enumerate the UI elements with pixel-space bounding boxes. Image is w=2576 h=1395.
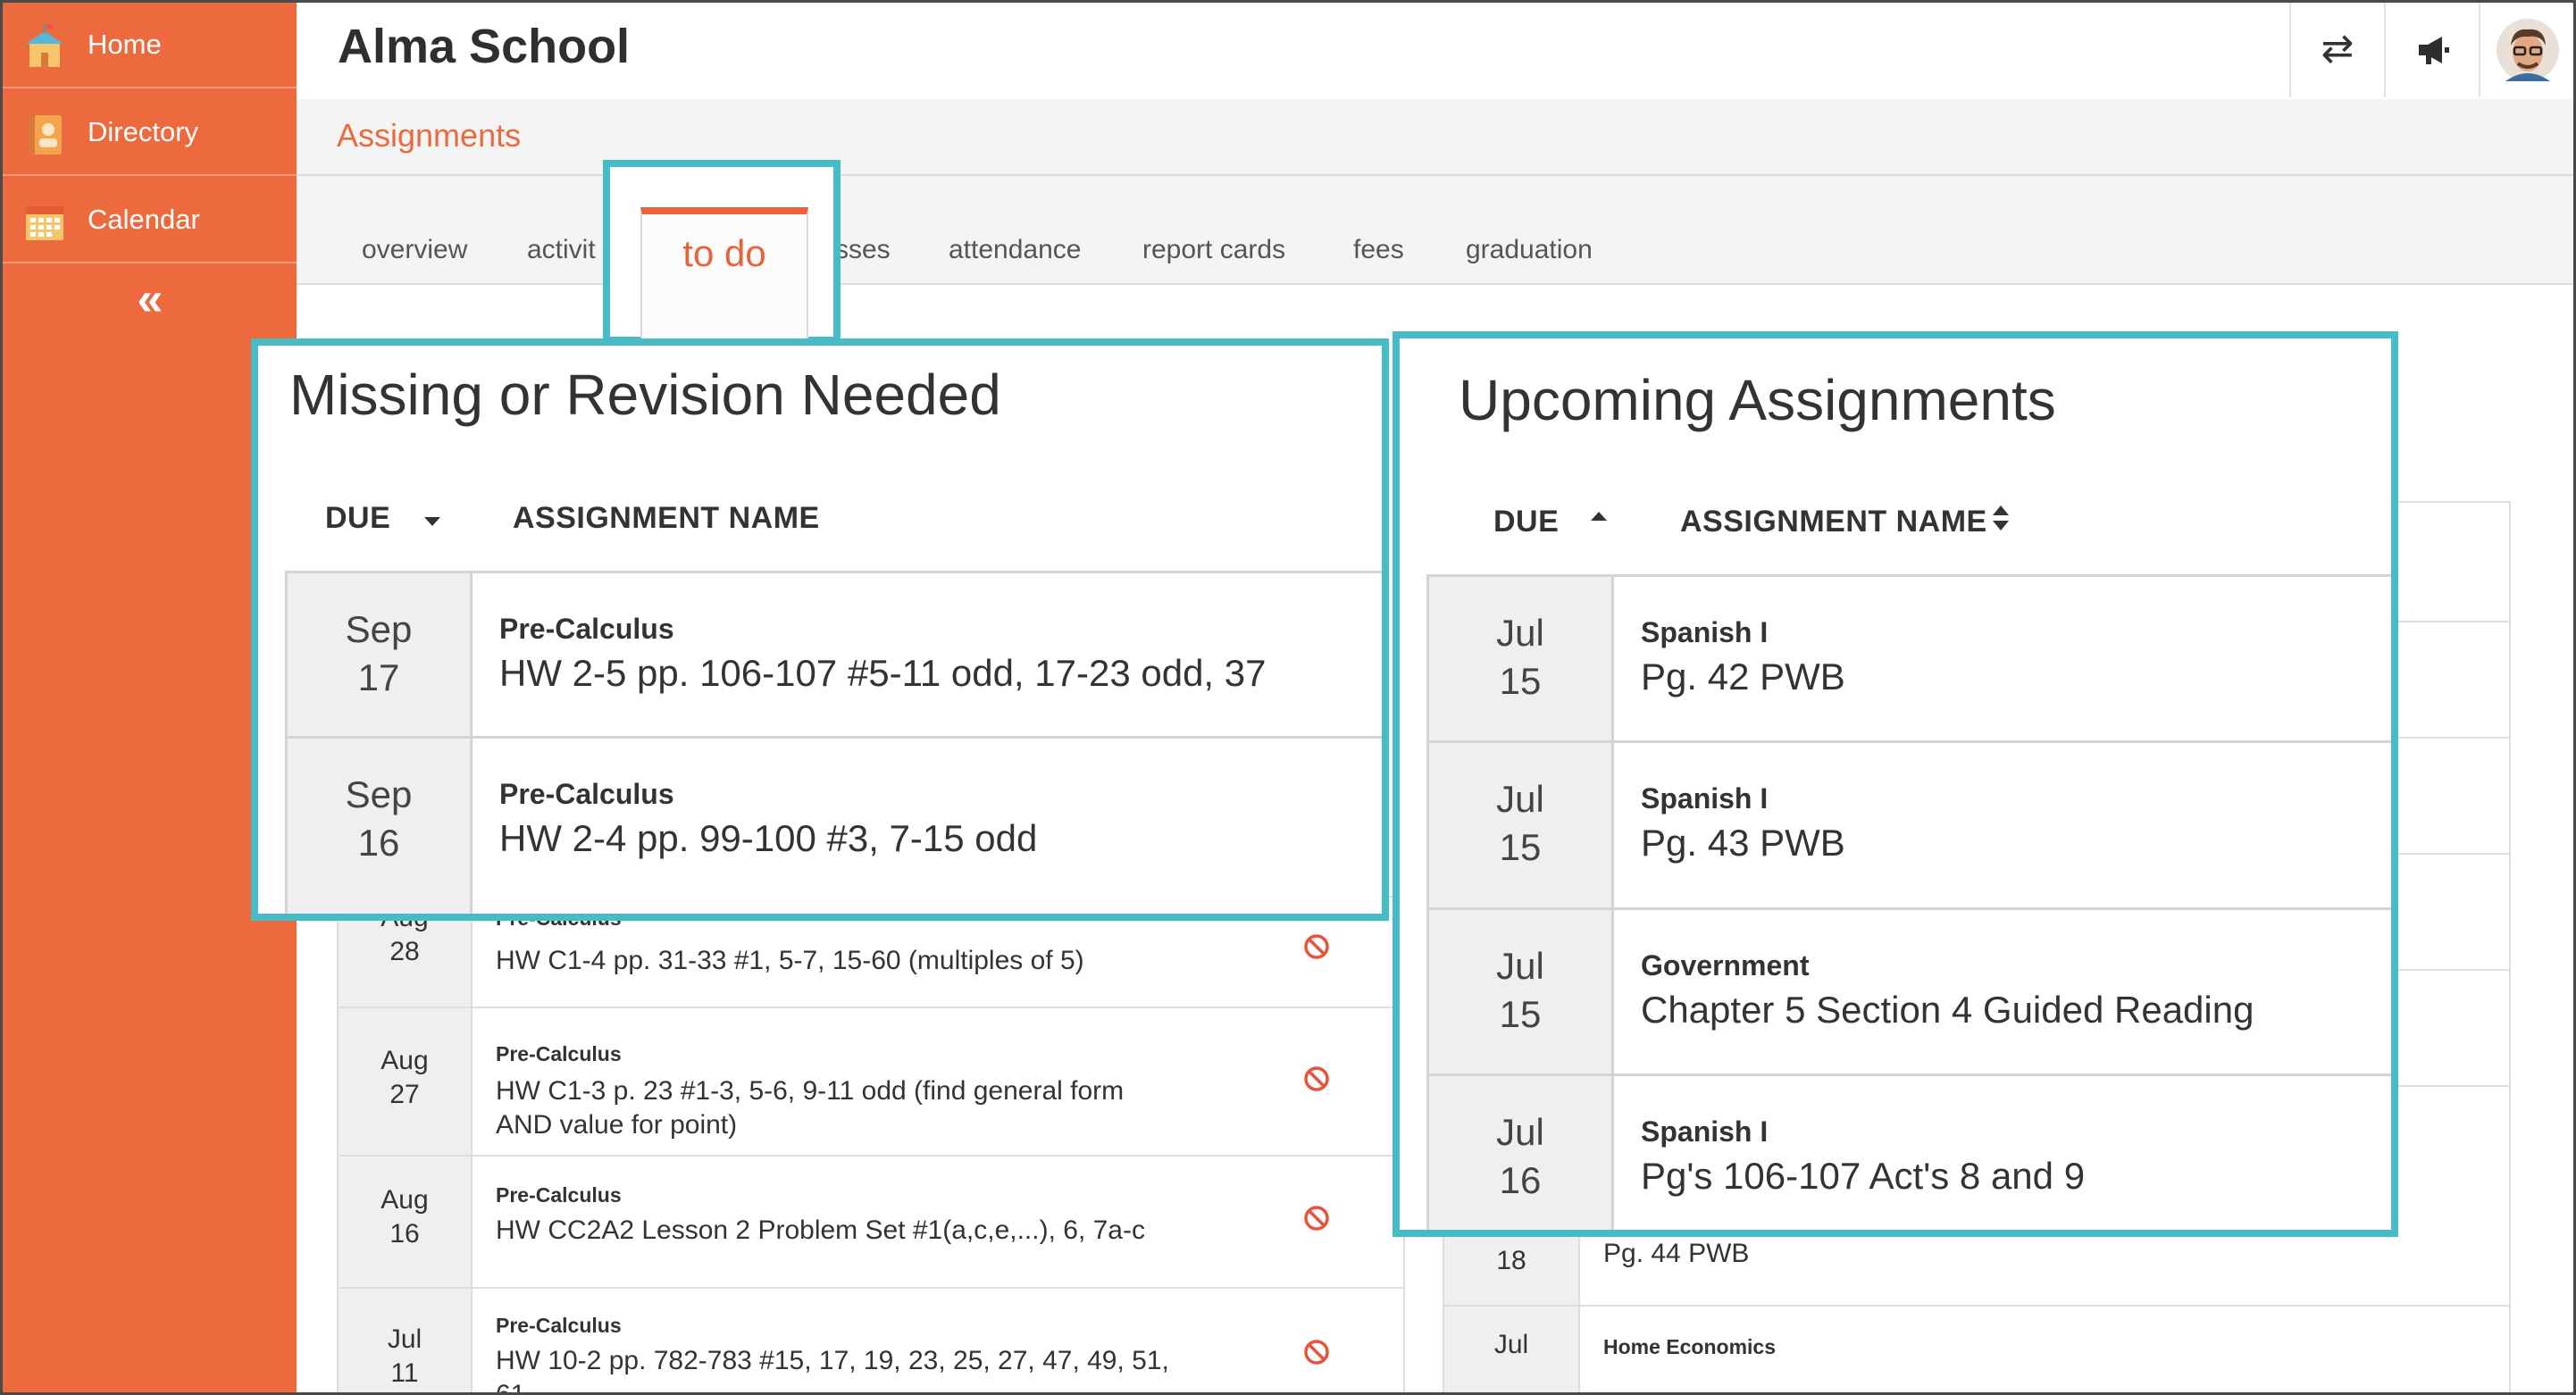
class-name: Spanish I [1641, 782, 1769, 814]
class-name: Pre-Calculus [499, 613, 674, 645]
due-date: Jul 15 [1426, 743, 1614, 908]
table-row[interactable]: Jul Home Economics [1444, 1307, 2509, 1392]
assignment-title: Chapter 5 Section 4 Guided Reading [1641, 989, 2254, 1031]
user-menu-button[interactable] [2479, 3, 2573, 97]
due-date: Jul 15 [1426, 577, 1614, 742]
tab-attendance[interactable]: attendance [949, 235, 1082, 264]
table-row[interactable]: Sep 16 Pre-Calculus HW 2-4 pp. 99-100 #3,… [285, 736, 1382, 914]
upcoming-assignments-callout: Upcoming Assignments DUE ASSIGNMENT NAME… [1393, 331, 2398, 1237]
assignment-title: Pg. 44 PWB [1603, 1239, 1750, 1268]
class-name: Pre-Calculus [496, 1042, 622, 1065]
column-due[interactable]: DUE [1493, 505, 1560, 539]
tab-to-do[interactable]: to do [640, 207, 808, 341]
sort-desc-icon[interactable] [422, 515, 442, 528]
class-name: Spanish I [1641, 1115, 1769, 1148]
due-date: Jul 15 [1426, 910, 1614, 1075]
sidebar: Home Directory Calendar « [3, 3, 297, 1392]
announcements-button[interactable] [2384, 3, 2479, 97]
table-row[interactable]: Aug 27 Pre-Calculus HW C1-3 p. 23 #1-3, 5… [339, 1008, 1403, 1157]
assignment-title: HW 2-4 pp. 99-100 #3, 7-15 odd [499, 817, 1038, 859]
megaphone-icon [2419, 37, 2449, 64]
due-date: Sep 16 [285, 739, 473, 914]
column-assignment-name[interactable]: ASSIGNMENT NAME [513, 501, 820, 535]
table-row[interactable]: Jul 16 Spanish I Pg's 106-107 Act's 8 and… [1426, 1073, 2391, 1230]
missing-table-continued: Aug28 Pre-Calculus HW C1-4 pp. 31-33 #1,… [337, 896, 1405, 1392]
table-row[interactable]: Jul 15 Spanish I Pg. 42 PWB [1426, 574, 2391, 742]
due-date: Jul [1444, 1307, 1580, 1392]
due-date: Sep 17 [285, 573, 473, 739]
sidebar-item-directory[interactable]: Directory [3, 90, 297, 176]
assignment-title: Pg. 42 PWB [1641, 656, 1845, 698]
missing-icon [1304, 1066, 1329, 1091]
calendar-icon [26, 206, 63, 240]
class-name: Pre-Calculus [499, 778, 674, 810]
tab-classes[interactable]: sses [835, 235, 891, 264]
column-due[interactable]: DUE [325, 501, 391, 535]
todo-tab-callout: to do [603, 160, 841, 344]
school-name: Alma School [338, 20, 631, 73]
due-date: Jul 11 [339, 1289, 473, 1392]
class-name: Home Economics [1603, 1335, 1776, 1358]
switch-account-button[interactable]: ⇄ [2289, 3, 2384, 97]
tab-report-cards[interactable]: report cards [1142, 235, 1286, 264]
class-name: Spanish I [1641, 616, 1769, 648]
tab-graduation[interactable]: graduation [1466, 235, 1593, 264]
assignment-title: Pg. 43 PWB [1641, 822, 1845, 864]
class-name: Government [1641, 949, 1810, 982]
sidebar-item-calendar[interactable]: Calendar [3, 178, 297, 263]
class-name: Pre-Calculus [496, 1183, 622, 1207]
collapse-sidebar-icon[interactable]: « [137, 273, 163, 325]
sidebar-item-label: Home [88, 29, 162, 60]
missing-icon [1304, 1340, 1329, 1365]
assignment-title: HW CC2A2 Lesson 2 Problem Set #1(a,c,e,.… [496, 1215, 1145, 1245]
table-row[interactable]: Jul 11 Pre-Calculus HW 10-2 pp. 782-783 #… [339, 1289, 1403, 1392]
tab-overview[interactable]: overview [362, 235, 468, 264]
school-house-icon [26, 24, 63, 67]
due-date: Jul 16 [1426, 1076, 1614, 1230]
column-assignment-name[interactable]: ASSIGNMENT NAME [1680, 505, 1987, 539]
class-name: Pre-Calculus [496, 1314, 622, 1337]
missing-icon [1304, 1206, 1329, 1231]
missing-title: Missing or Revision Needed [289, 363, 1001, 427]
tab-activity[interactable]: activit [527, 235, 596, 264]
table-row[interactable]: Jul 15 Government Chapter 5 Section 4 Gui… [1426, 907, 2391, 1075]
sort-asc-icon[interactable] [1589, 510, 1609, 522]
upcoming-title: Upcoming Assignments [1459, 368, 2056, 432]
missing-revision-callout: Missing or Revision Needed DUE ASSIGNMEN… [251, 338, 1389, 921]
table-row[interactable]: Jul 15 Spanish I Pg. 43 PWB [1426, 740, 2391, 908]
table-row[interactable]: Aug 16 Pre-Calculus HW CC2A2 Lesson 2 Pro… [339, 1157, 1403, 1289]
assignment-title: HW 2-5 pp. 106-107 #5-11 odd, 17-23 odd,… [499, 652, 1267, 694]
sidebar-item-home[interactable]: Home [3, 3, 297, 88]
assignment-title: HW C1-3 p. 23 #1-3, 5-6, 9-11 odd (find … [496, 1076, 1125, 1140]
assignment-title: HW 10-2 pp. 782-783 #15, 17, 19, 23, 25,… [496, 1346, 1169, 1392]
top-header: Alma School ⇄ [297, 3, 2573, 101]
sidebar-item-label: Calendar [88, 204, 200, 235]
sort-toggle-icon[interactable] [1991, 503, 2011, 533]
due-date: Aug 27 [339, 1008, 473, 1155]
contact-book-icon [28, 115, 62, 155]
tab-fees[interactable]: fees [1353, 235, 1404, 264]
assignment-title: HW C1-4 pp. 31-33 #1, 5-7, 15-60 (multip… [496, 946, 1084, 975]
table-row[interactable]: Sep 17 Pre-Calculus HW 2-5 pp. 106-107 #5… [285, 571, 1382, 739]
missing-icon [1304, 934, 1329, 959]
switch-arrows-icon: ⇄ [2321, 27, 2354, 71]
sidebar-item-label: Directory [88, 116, 199, 147]
assignment-title: Pg's 106-107 Act's 8 and 9 [1641, 1155, 2086, 1197]
app-window: Home Directory Calendar « [3, 3, 2573, 1392]
due-date: Aug 16 [339, 1157, 473, 1287]
tab-label: to do [682, 232, 766, 274]
section-title[interactable]: Assignments [337, 117, 522, 154]
avatar [2497, 19, 2559, 81]
